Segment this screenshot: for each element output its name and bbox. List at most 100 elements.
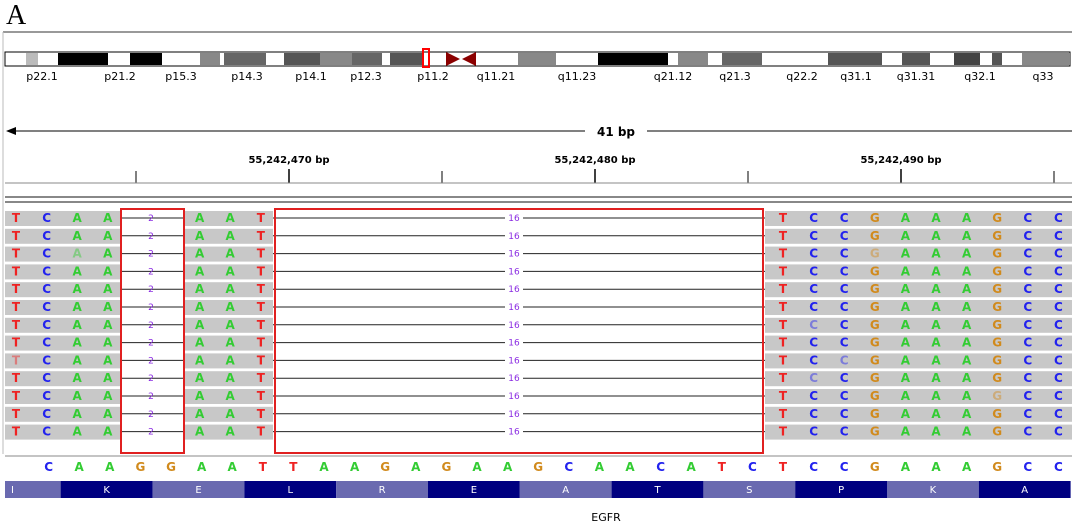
read-base: C <box>840 229 849 243</box>
read-segment <box>185 424 273 440</box>
read-base: A <box>901 229 911 243</box>
read-base: C <box>1023 353 1032 367</box>
read-base: A <box>73 229 83 243</box>
reference-base: G <box>380 460 390 474</box>
ideogram-band <box>130 53 162 65</box>
ideogram-band <box>320 53 352 65</box>
read-base: A <box>73 353 83 367</box>
band-label: q31.1 <box>840 70 871 83</box>
read-base: A <box>901 425 911 439</box>
amino-acid-label: E <box>195 485 201 496</box>
read-base: G <box>870 247 880 261</box>
ideogram-band <box>668 53 678 65</box>
read-base: T <box>12 211 21 225</box>
read-base: A <box>103 264 113 278</box>
read-base: A <box>195 264 205 278</box>
read-base: C <box>1054 229 1063 243</box>
read-base: G <box>870 211 880 225</box>
read-base: A <box>962 318 972 332</box>
alignment-track[interactable]: 2 16T C A A A A T T C C G A A A G C C2 16T C A A A A T T C C G A A A G C C… <box>5 211 1072 440</box>
deletion-size-label: 2 <box>148 374 154 384</box>
read-row: 2 16 T C A A A A T T C C G A A A G C C <box>5 389 1072 404</box>
read-base: T <box>257 425 266 439</box>
ideogram-band <box>382 53 390 65</box>
read-base: C <box>809 247 818 261</box>
read-base: C <box>840 300 849 314</box>
read-segment <box>185 335 273 351</box>
reference-base: T <box>289 460 298 474</box>
read-base: T <box>779 247 788 261</box>
ideogram-band <box>556 53 598 65</box>
read-segment <box>5 353 121 369</box>
read-base: A <box>103 353 113 367</box>
read-row: 2 16 T C A A A A T T C C G A A A G C C <box>5 228 1072 244</box>
read-base: A <box>901 371 911 385</box>
ideogram-band <box>162 53 200 65</box>
read-base: A <box>103 229 113 243</box>
read-row: 2 16 T C A A A A T T C C G A A A G C C <box>5 211 1072 226</box>
deletion-size-label: 2 <box>148 392 154 402</box>
read-row: 2 16 T C A A A A T T C C G A A A G C C <box>5 317 1072 333</box>
read-base: A <box>195 353 205 367</box>
read-base: C <box>809 264 818 278</box>
read-base: C <box>809 282 818 296</box>
read-base: C <box>1054 389 1063 403</box>
read-base: T <box>257 247 266 261</box>
ideogram-band <box>390 53 422 65</box>
read-base: C <box>809 336 818 350</box>
read-base: C <box>1023 229 1032 243</box>
read-base: C <box>809 371 818 385</box>
read-base: C <box>42 389 51 403</box>
read-base: G <box>992 318 1002 332</box>
deletion-size-label: 16 <box>508 267 520 277</box>
ruler[interactable]: 41 bp 55,242,470 bp 55,242,480 bp 55,242,4… <box>5 122 1072 184</box>
deletion-size-label: 16 <box>508 374 520 384</box>
deletion-size-label: 16 <box>508 339 520 349</box>
read-segment <box>765 406 1072 422</box>
ruler-span-arrow <box>6 127 16 135</box>
band-label: q32.1 <box>964 70 995 83</box>
read-base: A <box>195 336 205 350</box>
reference-base: A <box>472 460 482 474</box>
deletion-size-label: 2 <box>148 339 154 349</box>
ideogram-band <box>800 53 828 65</box>
read-segment <box>5 424 121 440</box>
read-base: T <box>779 282 788 296</box>
read-base: C <box>1023 300 1032 314</box>
amino-acid-block <box>795 481 887 498</box>
read-segment <box>5 264 121 280</box>
read-base: A <box>901 247 911 261</box>
reference-base: G <box>135 460 145 474</box>
read-base: G <box>870 425 880 439</box>
read-base: A <box>962 336 972 350</box>
read-base: T <box>257 282 266 296</box>
band-label: q21.12 <box>654 70 692 83</box>
read-base: A <box>226 300 236 314</box>
read-base: C <box>1054 407 1063 421</box>
band-label: q22.2 <box>786 70 817 83</box>
read-base: G <box>870 389 880 403</box>
read-base: A <box>73 371 83 385</box>
reference-base: C <box>656 460 665 474</box>
read-base: C <box>42 371 51 385</box>
read-base: T <box>12 318 21 332</box>
read-base: C <box>840 407 849 421</box>
read-base: A <box>73 407 83 421</box>
read-segment <box>5 246 121 262</box>
read-base: A <box>226 425 236 439</box>
reference-base: C <box>748 460 757 474</box>
reference-base: A <box>901 460 911 474</box>
read-base: C <box>1023 264 1032 278</box>
read-base: G <box>992 353 1002 367</box>
chromosome-ideogram[interactable]: p22.1 p21.2 p15.3 p14.3 p14.1 p12.3 p11.2 q11.2… <box>4 48 1071 83</box>
reference-base: G <box>166 460 176 474</box>
read-base: A <box>73 389 83 403</box>
read-base: T <box>779 300 788 314</box>
ideogram-band <box>518 53 556 65</box>
read-base: T <box>12 425 21 439</box>
read-base: C <box>840 389 849 403</box>
read-base: A <box>73 300 83 314</box>
read-base: A <box>901 407 911 421</box>
ideogram-band <box>678 53 708 65</box>
